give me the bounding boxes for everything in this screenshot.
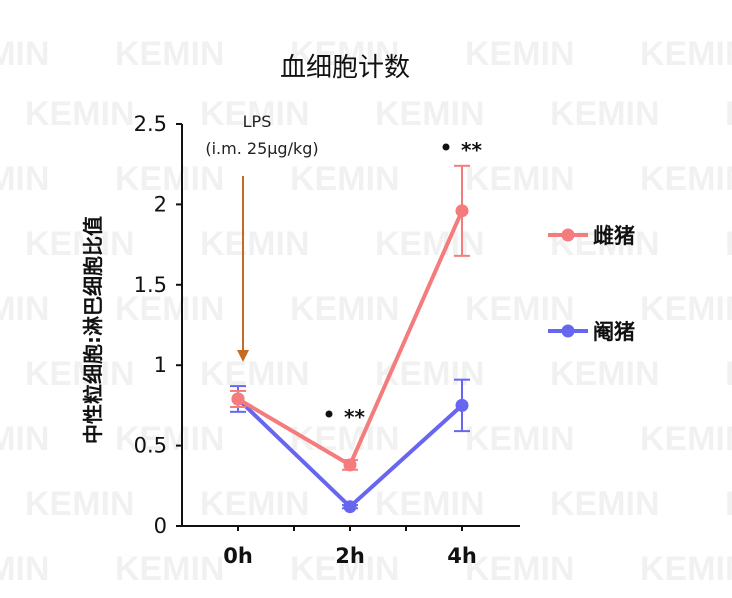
x-ticks: 0h 2h 4h (223, 526, 477, 568)
watermark-text: KEMIN (465, 550, 575, 588)
watermark-text: KEMIN (200, 355, 310, 393)
watermark-text: KEMIN (0, 420, 50, 458)
y-tick-label: 2 (154, 192, 167, 216)
data-point (231, 392, 245, 406)
watermark-text: KEMIN (200, 95, 310, 133)
watermark-text: KEMIN (0, 290, 50, 328)
watermark-text: KEMIN (115, 290, 225, 328)
legend-item: 雌猪 (548, 224, 635, 248)
watermark-text: KEMIN (290, 160, 400, 198)
watermark-text: KEMIN (115, 420, 225, 458)
lps-dose-label: (i.m. 25μg/kg) (205, 139, 318, 158)
data-point (455, 204, 469, 218)
y-tick-label: 1.5 (134, 273, 167, 297)
watermark-text: KEMIN (25, 225, 135, 263)
watermark-text: KEMIN (200, 485, 310, 523)
watermark-text: KEMIN (725, 355, 732, 393)
watermark-text: KEMIN (725, 95, 732, 133)
legend-label: 阉猪 (593, 320, 635, 344)
x-tick-label: 0h (223, 544, 253, 568)
watermark-text: KEMIN (0, 160, 50, 198)
series-layer (230, 164, 470, 514)
watermark-text: KEMIN (465, 160, 575, 198)
lps-label: LPS (243, 112, 272, 131)
watermark-text: KEMIN (200, 225, 310, 263)
legend-swatch-marker (561, 228, 575, 242)
watermark-text: KEMIN (465, 35, 575, 73)
data-point (343, 500, 357, 514)
watermark-text: KEMIN (550, 355, 660, 393)
data-point (343, 458, 357, 472)
watermark-text: KEMIN (0, 35, 50, 73)
watermark-text: KEMIN (550, 95, 660, 133)
watermark-text: KEMIN (640, 35, 732, 73)
lps-arrow (237, 176, 249, 362)
legend-item: 阉猪 (548, 320, 635, 344)
watermark-text: KEMIN (290, 550, 400, 588)
series-1 (230, 164, 470, 472)
sig-dot-4h (442, 143, 450, 151)
watermark-layer: KEMIN KEMIN KEMIN KEMIN KEMIN KEMIN KEMIN KEMIN… (0, 35, 732, 588)
watermark-text: KEMIN (115, 35, 225, 73)
watermark-text: KEMIN (375, 355, 485, 393)
y-axis-label: 中性粒细胞:淋巴细胞比值 (81, 216, 105, 444)
legend-label: 雌猪 (593, 224, 635, 248)
sig-dot-2h (325, 410, 333, 418)
watermark-text: KEMIN (115, 160, 225, 198)
watermark-text: KEMIN (290, 35, 400, 73)
watermark-text: KEMIN (550, 485, 660, 523)
watermark-text: KEMIN (640, 160, 732, 198)
lps-arrow-head (237, 350, 249, 362)
x-tick-label: 4h (447, 544, 477, 568)
watermark-text: KEMIN (0, 550, 50, 588)
watermark-text: KEMIN (25, 95, 135, 133)
x-tick-label: 2h (335, 544, 365, 568)
watermark-text: KEMIN (640, 290, 732, 328)
watermark-text: KEMIN (640, 550, 732, 588)
watermark-text: KEMIN (290, 290, 400, 328)
watermark-text: KEMIN (115, 550, 225, 588)
y-tick-label: 1 (154, 353, 167, 377)
y-tick-label: 0 (154, 514, 167, 538)
watermark-text: KEMIN (725, 225, 732, 263)
y-tick-label: 2.5 (134, 112, 167, 136)
data-point (455, 398, 469, 412)
chart-title: 血细胞计数 (280, 53, 410, 83)
y-ticks: 0 0.5 1 1.5 2 2.5 (134, 112, 182, 538)
sig-label-4h: ** (461, 138, 482, 162)
y-tick-label: 0.5 (134, 434, 167, 458)
watermark-text: KEMIN (465, 420, 575, 458)
watermark-text: KEMIN (640, 420, 732, 458)
watermark-text: KEMIN (465, 290, 575, 328)
watermark-text: KEMIN (25, 355, 135, 393)
legend-swatch-marker (561, 324, 575, 338)
watermark-text: KEMIN (375, 485, 485, 523)
watermark-text: KEMIN (375, 95, 485, 133)
watermark-text: KEMIN (375, 225, 485, 263)
watermark-text: KEMIN (725, 485, 732, 523)
watermark-text: KEMIN (25, 485, 135, 523)
sig-label-2h: ** (344, 405, 365, 429)
